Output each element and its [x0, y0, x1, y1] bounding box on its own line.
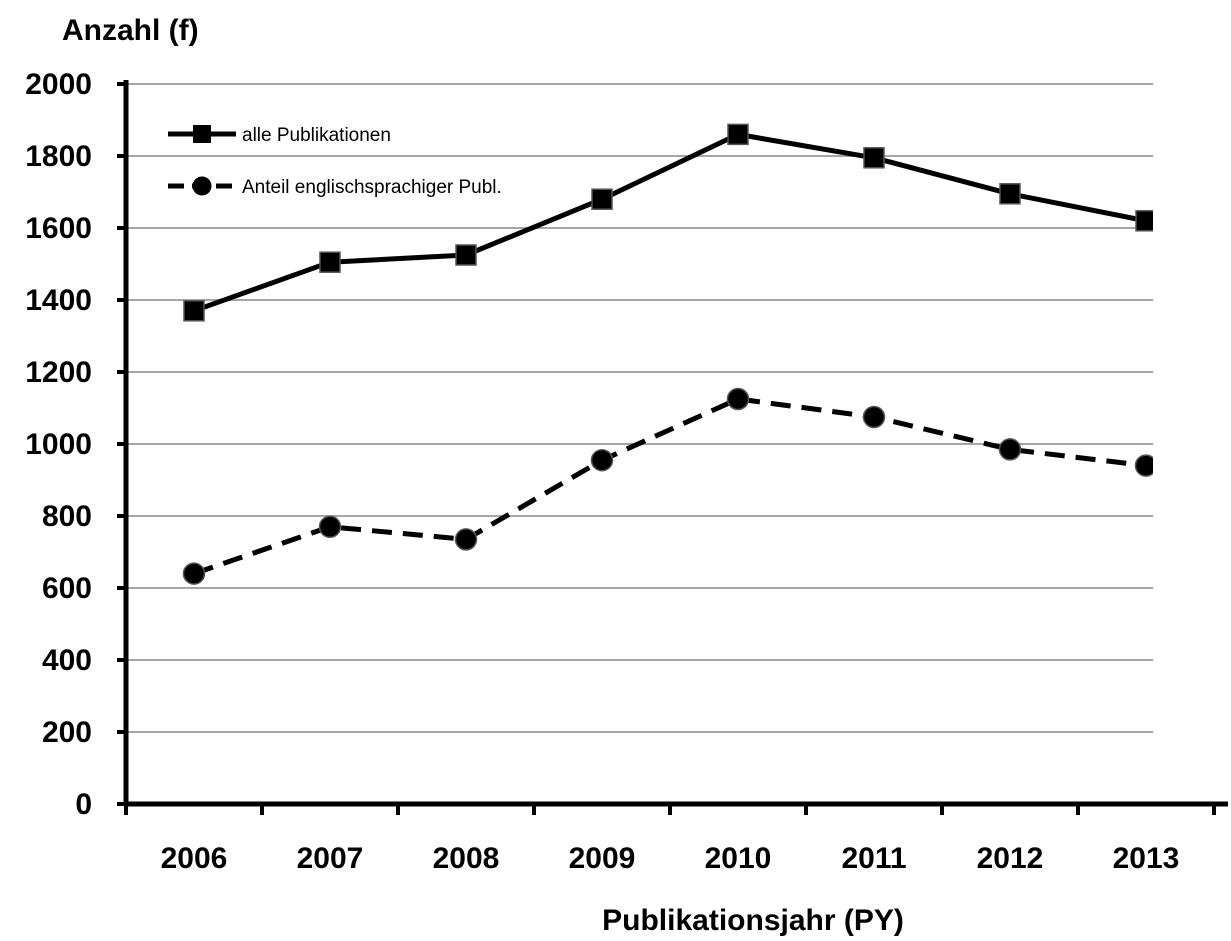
series-line [193, 396, 1147, 576]
data-point [454, 528, 478, 551]
y-tick-label: 400 [42, 644, 92, 677]
y-axis-ticks: 0 200 400 600 800 1000 1200 1400 1600 1800 2000 [25, 68, 126, 821]
data-point [1135, 210, 1153, 232]
y-tick-label: 1600 [25, 212, 92, 245]
data-point [1134, 454, 1153, 477]
data-point [862, 405, 886, 429]
y-tick-label: 1000 [25, 428, 92, 461]
legend-label: alle Publikationen [242, 125, 391, 146]
data-point [318, 515, 342, 539]
x-axis-ticks: 2006 2007 2008 2009 2010 2011 2012 2013 [124, 804, 1216, 875]
y-tick-label: 0 [75, 788, 92, 821]
y-tick-label: 600 [42, 572, 92, 605]
series-1 [183, 123, 1153, 322]
x-tick-label: 2012 [977, 842, 1044, 875]
data-point [590, 448, 614, 472]
series-2 [182, 387, 1153, 585]
data-point [182, 562, 206, 585]
data-point [726, 387, 750, 411]
y-tick-label: 2000 [25, 68, 92, 101]
series-group [182, 123, 1153, 585]
y-tick-label: 1200 [25, 356, 92, 389]
x-tick-label: 2013 [1113, 842, 1180, 875]
legend: alle Publikationen Anteil englischsprachi… [168, 125, 502, 198]
data-point [183, 300, 205, 322]
x-tick-label: 2008 [433, 842, 500, 875]
y-axis-title: Anzahl (f) [62, 14, 199, 47]
x-tick-label: 2009 [569, 842, 636, 875]
x-tick-label: 2007 [297, 842, 364, 875]
x-tick-label: 2010 [705, 842, 772, 875]
y-tick-label: 1800 [25, 140, 92, 173]
data-point [727, 123, 749, 146]
legend-marker [192, 176, 212, 196]
y-tick-label: 1400 [25, 284, 92, 317]
legend-label: Anteil englischsprachiger Publ. [242, 177, 502, 198]
data-point [863, 147, 885, 169]
y-tick-label: 200 [42, 716, 92, 749]
data-point [999, 183, 1021, 205]
legend-marker [193, 125, 211, 143]
data-point [591, 188, 613, 210]
x-tick-label: 2011 [841, 842, 906, 875]
data-point [455, 244, 477, 266]
series-line [193, 131, 1147, 314]
y-tick-label: 800 [42, 500, 92, 533]
x-tick-label: 2006 [161, 842, 228, 875]
data-point [319, 251, 341, 273]
data-point [998, 438, 1022, 461]
x-axis-title: Publikationsjahr (PY) [602, 904, 904, 937]
